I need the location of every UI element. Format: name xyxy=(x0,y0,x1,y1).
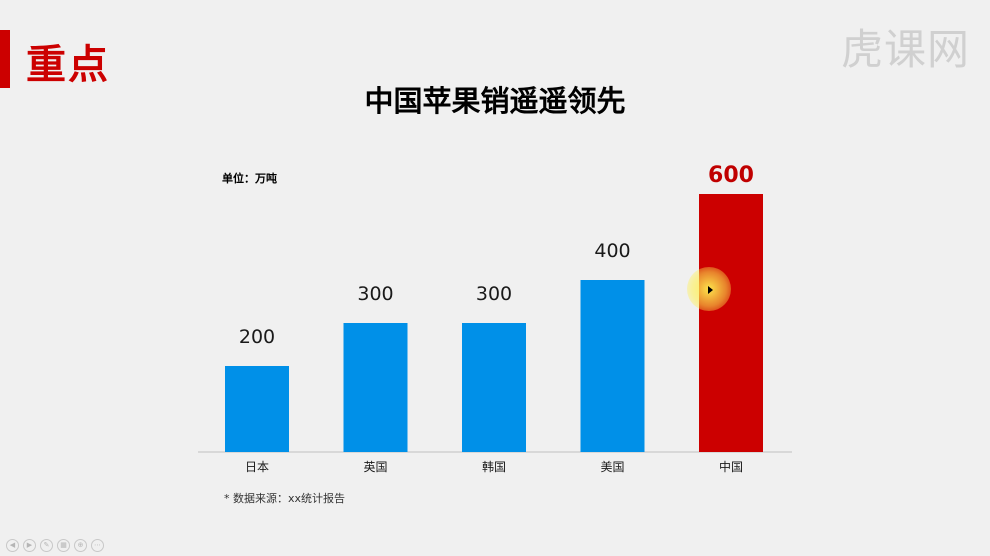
source-note: * 数据来源：xx统计报告 xyxy=(224,492,346,505)
category-label-2: 韩国 xyxy=(482,459,506,474)
category-label-1: 英国 xyxy=(363,460,387,474)
zoom-icon[interactable]: ⊕ xyxy=(74,539,87,552)
data-label-2: 300 xyxy=(476,283,512,305)
bar-2 xyxy=(462,323,526,452)
section-label: 重点 xyxy=(26,42,110,88)
slideshow-toolbar: ◀ ▶ ✎ ▦ ⊕ ⋯ xyxy=(6,539,104,552)
watermark-logo: 虎课网 xyxy=(840,25,970,74)
bar-1 xyxy=(343,323,408,452)
bar-3 xyxy=(580,280,645,452)
category-label-4: 中国 xyxy=(719,459,743,474)
category-label-3: 美国 xyxy=(600,460,624,474)
slides-icon[interactable]: ▦ xyxy=(57,539,70,552)
unit-label: 单位：万吨 xyxy=(222,172,277,185)
more-icon[interactable]: ⋯ xyxy=(91,539,104,552)
next-icon[interactable]: ▶ xyxy=(23,539,36,552)
bar-0 xyxy=(225,366,289,452)
data-label-3: 400 xyxy=(594,240,630,262)
bar-4 xyxy=(699,194,763,452)
data-label-0: 200 xyxy=(239,326,275,348)
data-label-1: 300 xyxy=(357,283,393,305)
prev-icon[interactable]: ◀ xyxy=(6,539,19,552)
data-label-4: 600 xyxy=(708,163,754,188)
accent-bar xyxy=(0,30,10,88)
chart-title: 中国苹果销遥遥领先 xyxy=(364,84,626,118)
cursor-icon xyxy=(708,286,713,294)
pen-icon[interactable]: ✎ xyxy=(40,539,53,552)
category-label-0: 日本 xyxy=(245,460,269,474)
